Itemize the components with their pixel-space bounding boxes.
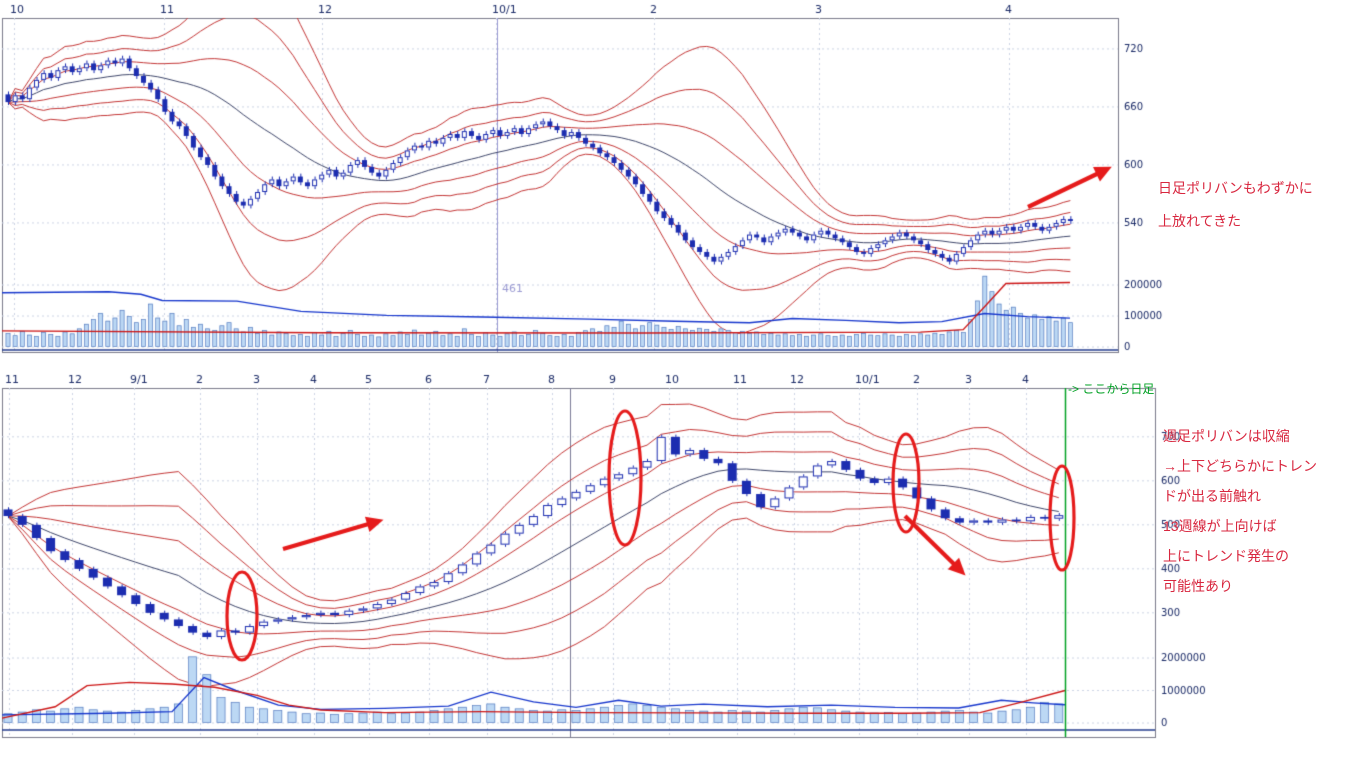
weekly-annotation-text: 週足ポリバンは収縮 →上下どちらかにトレン ドが出る前触れ 13週線が上向けば … [1163, 428, 1317, 594]
weekly-chart-canvas [0, 372, 1366, 768]
daily-annotation-text: 日足ポリバンもわずかに 上放れてきた [1158, 180, 1313, 229]
daily-chart-canvas [0, 0, 1366, 372]
daily-start-label: -> ここから日足 [1068, 382, 1155, 396]
